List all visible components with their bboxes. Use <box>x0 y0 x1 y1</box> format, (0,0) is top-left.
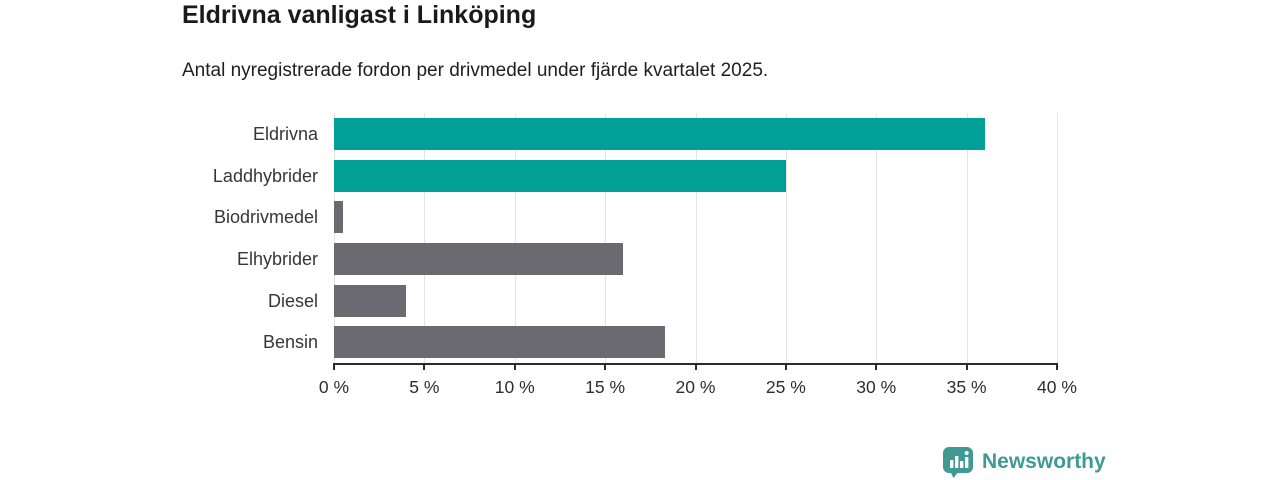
axis-tick <box>333 363 335 370</box>
bar-diesel <box>334 284 407 317</box>
gridline <box>1057 113 1058 363</box>
gridline <box>876 113 878 363</box>
bar-bensin <box>334 326 665 359</box>
axis-tick-label: 15 % <box>585 377 626 397</box>
category-label: Biodrivmedel <box>213 207 318 228</box>
gridline <box>514 113 516 363</box>
axis-tick <box>513 363 516 370</box>
chart-subtitle: Antal nyregistrerade fordon per drivmede… <box>182 60 769 81</box>
gridline <box>966 113 968 363</box>
category-label: Diesel <box>267 290 318 311</box>
category-axis: Eldrivna Laddhybrider Biodrivmedel Elhybrid… <box>0 113 318 363</box>
axis-tick <box>604 363 607 370</box>
gridline <box>785 113 787 363</box>
newsworthy-logo-icon <box>942 446 974 478</box>
category-label: Bensin <box>262 332 318 353</box>
axis-tick-label: 25 % <box>765 377 806 397</box>
chart-title: Eldrivna vanligast i Linköping <box>182 1 537 29</box>
gridline <box>605 113 607 363</box>
axis-tick <box>423 363 426 370</box>
bar-eldrivna <box>334 117 985 150</box>
bar-biodrivmedel <box>334 201 344 234</box>
brand-name: Newsworthy <box>982 450 1106 473</box>
category-label: Eldrivna <box>252 123 318 144</box>
axis-tick-label: 30 % <box>856 377 897 397</box>
category-label: Elhybrider <box>236 248 318 269</box>
axis-tick-label: 10 % <box>494 377 535 397</box>
axis-tick <box>1056 363 1058 370</box>
axis-tick <box>694 363 697 370</box>
axis-tick <box>784 363 787 370</box>
gridline <box>695 113 697 363</box>
axis-tick-label: 5 % <box>409 377 440 397</box>
bar-elhybrider <box>334 242 624 275</box>
axis-tick-label: 35 % <box>946 377 987 397</box>
gridline <box>334 113 335 363</box>
axis-tick <box>875 363 878 370</box>
axis-tick <box>965 363 968 370</box>
bar-laddhybrider <box>334 159 786 192</box>
plot-area: 0 % 5 % 10 % 15 % 20 % 25 % 30 % 35 % 40 % <box>319 113 1077 397</box>
brand-footer: Newsworthy <box>942 446 1106 478</box>
category-label: Laddhybrider <box>212 165 318 186</box>
gridline <box>424 113 426 363</box>
axis-tick-label: 20 % <box>675 377 716 397</box>
axis-tick-label: 0 % <box>318 377 350 397</box>
axis-tick-label: 40 % <box>1037 377 1077 397</box>
